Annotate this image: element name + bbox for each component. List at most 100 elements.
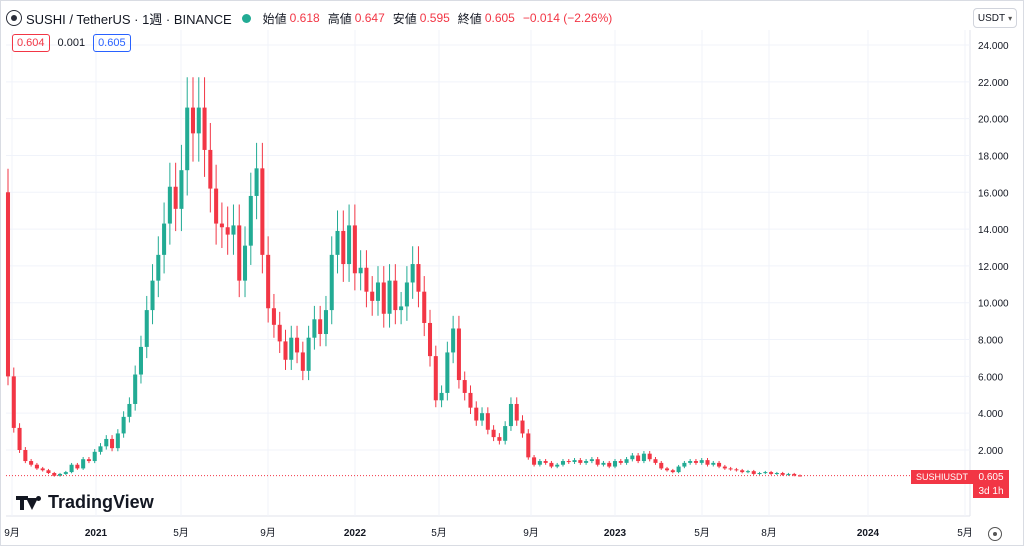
- currency-selector[interactable]: USDT ▾: [973, 8, 1017, 28]
- y-tick-label: 24.000: [978, 41, 1009, 52]
- x-tick-label: 5月: [173, 527, 189, 539]
- low-value: 0.595: [419, 11, 450, 25]
- y-tick-label: 12.000: [978, 262, 1009, 273]
- candle-body: [508, 403, 513, 427]
- candle-body: [98, 446, 103, 452]
- candle-body: [410, 264, 415, 283]
- candle-body: [665, 468, 670, 471]
- candle-body: [456, 328, 461, 381]
- candle-body: [381, 282, 386, 314]
- chevron-down-icon: ▾: [1008, 13, 1013, 23]
- y-tick-label: 2.000: [978, 446, 1003, 457]
- sushi-logo-icon: [6, 10, 22, 26]
- candle-body: [219, 223, 224, 228]
- candle-body: [300, 352, 305, 371]
- x-tick-label: 8月: [761, 527, 777, 539]
- candle-body: [306, 337, 311, 371]
- candle-body: [526, 433, 531, 458]
- candle-body: [439, 392, 444, 401]
- candle-body: [179, 170, 184, 209]
- candle-body: [127, 403, 132, 417]
- candle-body: [682, 462, 687, 467]
- candle-body: [555, 464, 560, 467]
- candle-body: [318, 319, 323, 335]
- candle-body: [335, 230, 340, 255]
- candle-body: [630, 455, 635, 460]
- candle-body: [480, 413, 485, 421]
- candle-body: [173, 186, 178, 209]
- candle-body: [162, 223, 167, 255]
- candle-body: [202, 107, 207, 150]
- candle-body: [231, 225, 236, 235]
- candle-body: [399, 306, 404, 311]
- candle-body: [58, 473, 63, 476]
- buy-price-button[interactable]: 0.605: [93, 34, 131, 52]
- candle-body: [566, 461, 571, 463]
- candle-body: [427, 322, 433, 357]
- y-tick-label: 6.000: [978, 372, 1003, 383]
- y-tick-label: 14.000: [978, 225, 1009, 236]
- candle-body: [17, 427, 22, 450]
- candle-body: [757, 473, 762, 475]
- settings-gear-icon[interactable]: [988, 527, 1002, 541]
- x-tick-label: 2023: [604, 528, 627, 539]
- candle-body: [618, 461, 623, 463]
- price-tag-price: 0.605: [973, 470, 1009, 484]
- price-tag-countdown: 3d 1h: [973, 484, 1009, 498]
- candle-body: [422, 291, 427, 323]
- candle-body: [740, 470, 745, 473]
- candle-body: [237, 225, 242, 281]
- market-status-icon: [241, 13, 251, 23]
- candle-body: [214, 188, 219, 224]
- candle-body: [104, 438, 109, 447]
- close-label: 終値: [457, 11, 482, 26]
- candle-body: [670, 470, 675, 473]
- open-label: 始値: [262, 11, 287, 26]
- sell-price-button[interactable]: 0.604: [12, 34, 50, 52]
- candle-body: [474, 407, 479, 421]
- candle-body: [763, 472, 768, 474]
- price-tag-symbol: SUSHIUSDT: [911, 470, 973, 484]
- candle-body: [728, 468, 733, 470]
- candle-body: [150, 280, 155, 311]
- candle-body: [797, 475, 803, 477]
- candle-body: [578, 460, 583, 463]
- candle-body: [254, 168, 259, 196]
- tradingview-logo[interactable]: TradingView: [16, 492, 154, 513]
- candle-body: [560, 461, 566, 465]
- candle-body: [358, 267, 363, 274]
- candle-body: [196, 107, 201, 134]
- y-tick-label: 22.000: [978, 78, 1009, 89]
- candle-body: [167, 186, 172, 224]
- close-value: 0.605: [484, 11, 515, 25]
- candle-body: [352, 225, 357, 274]
- x-tick-label: 9月: [4, 527, 20, 539]
- candle-body: [312, 319, 317, 338]
- candle-body: [416, 264, 421, 292]
- y-tick-label: 18.000: [978, 151, 1009, 162]
- low-label: 安値: [392, 11, 417, 26]
- candle-body: [485, 413, 490, 430]
- candle-body: [543, 461, 548, 463]
- candle-body: [341, 230, 346, 265]
- candle-body: [370, 291, 375, 301]
- candle-body: [636, 455, 641, 462]
- candle-body: [699, 460, 704, 463]
- candle-body: [641, 453, 646, 462]
- ohlc-legend: 始値 0.618 高値 0.647 安値 0.595 終値 0.605 −0.0…: [263, 10, 618, 27]
- candle-body: [589, 459, 594, 462]
- candle-body: [11, 376, 16, 428]
- candle-body: [69, 464, 74, 473]
- candle-body: [520, 420, 525, 434]
- candle-body: [607, 462, 612, 467]
- x-tick-label: 5月: [957, 527, 973, 539]
- candle-body: [110, 438, 115, 449]
- candle-body: [584, 461, 589, 463]
- candle-body: [34, 464, 39, 469]
- tradingview-logo-icon: [16, 495, 42, 510]
- candle-body: [572, 460, 577, 462]
- candle-body: [329, 254, 334, 311]
- symbol-title[interactable]: SUSHI / TetherUS · 1週 · BINANCE: [26, 11, 232, 27]
- candle-body: [225, 227, 230, 235]
